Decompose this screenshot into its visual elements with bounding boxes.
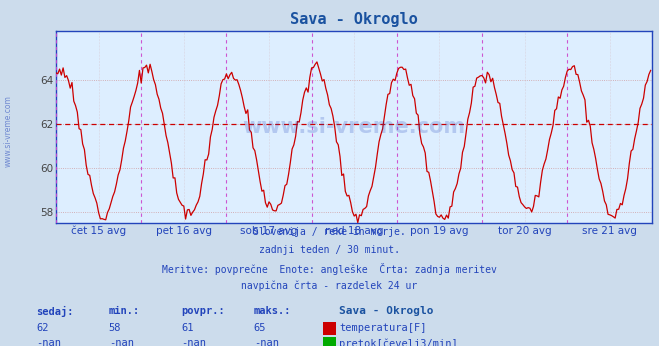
Text: -nan: -nan (181, 338, 206, 346)
Text: www.si-vreme.com: www.si-vreme.com (243, 117, 466, 137)
Text: navpična črta - razdelek 24 ur: navpična črta - razdelek 24 ur (241, 281, 418, 291)
Text: -nan: -nan (36, 338, 61, 346)
Text: 62: 62 (36, 323, 49, 333)
Text: -nan: -nan (109, 338, 134, 346)
Text: maks.:: maks.: (254, 306, 291, 316)
Text: Slovenija / reke in morje.: Slovenija / reke in morje. (253, 227, 406, 237)
Text: 65: 65 (254, 323, 266, 333)
Text: pretok[čevelj3/min]: pretok[čevelj3/min] (339, 338, 458, 346)
Title: Sava - Okroglo: Sava - Okroglo (291, 12, 418, 27)
Text: min.:: min.: (109, 306, 140, 316)
Text: povpr.:: povpr.: (181, 306, 225, 316)
Text: -nan: -nan (254, 338, 279, 346)
Text: sedaj:: sedaj: (36, 306, 74, 317)
Text: zadnji teden / 30 minut.: zadnji teden / 30 minut. (259, 245, 400, 255)
Text: 61: 61 (181, 323, 194, 333)
Text: Sava - Okroglo: Sava - Okroglo (339, 306, 434, 316)
Text: temperatura[F]: temperatura[F] (339, 323, 427, 333)
Text: Meritve: povprečne  Enote: angleške  Črta: zadnja meritev: Meritve: povprečne Enote: angleške Črta:… (162, 263, 497, 275)
Text: 58: 58 (109, 323, 121, 333)
Text: www.si-vreme.com: www.si-vreme.com (3, 95, 13, 167)
